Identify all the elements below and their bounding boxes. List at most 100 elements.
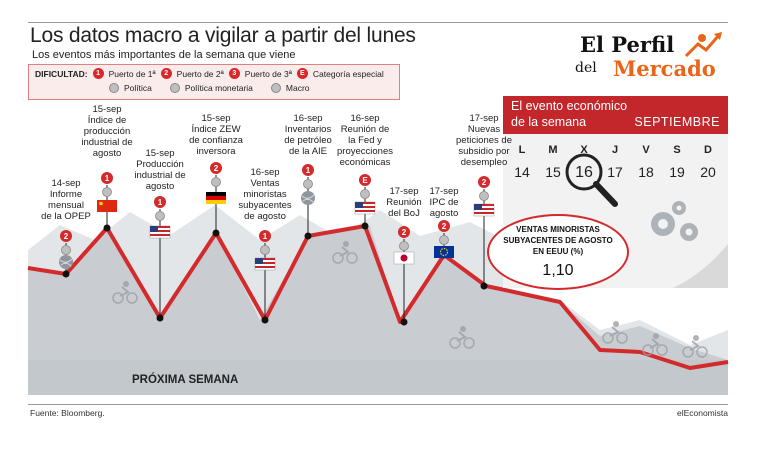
highlight-line-2: SUBYACENTES DE AGOSTO [503,236,613,245]
day-letter: V [642,144,650,156]
bottom-label: PRÓXIMA SEMANA [132,374,239,386]
mountain-range-front [28,226,728,395]
flag-canton [474,204,482,210]
difficulty-badge-icon [302,164,314,176]
event-label-line: Nuevas [467,124,501,135]
event-label-line: 16-sep [250,167,280,178]
peak-dot [480,282,488,290]
usa-flag-icon [473,203,495,217]
event-label-line: 17-sep [469,113,499,124]
germany-flag-icon [206,192,226,204]
cyclist-icon [332,241,358,264]
event-label-line: 17-sep [429,186,459,197]
event-label-line: desempleo [460,157,508,168]
usa-flag-icon [254,257,276,271]
event-label-line: minoristas [243,189,287,200]
day-letter: L [518,144,526,156]
flag-stripe [355,202,375,204]
event-label-line: 15-sep [92,104,122,115]
badge-icon-2: 2 [160,68,172,79]
difficulty-badge-label: 1 [263,232,268,241]
legend-row-2: Política Política monetaria Macro [109,83,310,93]
cyclist-icon [112,281,138,304]
brand-line-1: El Perfil [580,32,675,57]
category-icon [439,235,449,245]
legend-item-2: Puerto de 2ª [176,68,224,79]
day-letter: X [580,144,588,156]
event-label: 15-sep Índice ZEW de confianza inversora [171,113,261,157]
difficulty-badge-label: 2 [482,178,487,187]
peak-dot [62,270,70,278]
flag-stripe [255,266,275,268]
event-label-line: industrial de [134,170,186,181]
legend-item-6: Política monetaria [184,83,253,93]
top-rule [28,22,728,23]
event-label-line: económicas [339,157,391,168]
cyclist-icon [682,335,708,358]
event-label: 16-sep Ventas minoristas subyacentes de agos… [220,167,310,222]
event-label-line: Ventas [250,178,280,189]
legend-item-7: Macro [285,83,310,93]
calendar-heading-2: de la semana [511,115,587,129]
event-label-line: Índice ZEW [191,124,241,135]
legend-item-4: Categoría especial [312,68,384,79]
difficulty-badge-label: 1 [105,174,110,183]
category-icon [479,191,489,201]
event-label: 14-sep Informe mensual de la OPEP [21,178,111,222]
event-label-line: 15-sep [201,113,231,124]
flag-band [206,192,226,196]
event-label-line: proyecciones [337,146,393,157]
opep-flag-icon [59,255,73,269]
flag-stars [439,247,449,257]
calendar-header: El evento económico de la semana SEPTIEM… [503,96,728,134]
badge-icon-3: 3 [228,68,240,79]
day-letter: D [704,144,712,156]
difficulty-badge-label: 2 [64,232,69,241]
calendar-heading-1: El evento económico [511,99,628,113]
event-label-line: 14-sep [51,178,81,189]
flag-canton [355,202,363,208]
flag-stripe [355,206,375,208]
flag-bg [434,246,454,258]
day-letter: S [673,144,681,156]
difficulty-badge-icon [438,220,450,232]
magnifier-icon [565,153,728,288]
legend-item-1: Puerto de 1ª [108,68,156,79]
category-icon [303,179,313,189]
brand-line-2: del [575,60,597,76]
legend-title: DIFICULTAD: [35,68,88,79]
globe-lines [301,194,315,203]
event-label-line: de confianza [189,135,243,146]
highlight-line-3: EN EEUU (%) [532,247,584,256]
difficulty-badge-icon [478,176,490,188]
event-label-line: inversora [196,146,236,157]
highlight-line-1: VENTAS MINORISTAS [516,225,600,234]
page-title: Los datos macro a vigilar a partir del l… [30,24,416,47]
category-icon [360,189,370,199]
event-label-line: Índice de [87,115,127,126]
event-label-line: IPC de [429,197,459,208]
category-icon [155,211,165,221]
brand-logo: El Perfil del Mercado [560,30,730,90]
category-icon [260,245,270,255]
event-label-line: Informe [49,189,83,200]
event-label-line: agosto [92,148,122,159]
difficulty-badge-label: 2 [402,228,407,237]
flag-stripe [255,262,275,264]
day-number: 14 [514,164,530,180]
ground-band [28,360,728,395]
event-label-line: del BoJ [388,208,420,219]
difficulty-badge-label: 2 [214,164,219,173]
event-label: 17-sep Reunión del BoJ [359,186,449,219]
globe-lines [59,258,73,267]
event-label: 16-sep Inventarios de petróleo de la AIE [263,113,353,157]
event-label-line: de la OPEP [41,211,91,222]
event-label-line: 16-sep [293,113,323,124]
event-label-line: de petróleo [284,135,332,146]
flag-stripe [355,210,375,212]
eu-flag-icon [434,246,454,258]
cyclist-icon [449,326,475,349]
day-number: 20 [700,164,716,180]
difficulty-badge-icon [210,162,222,174]
